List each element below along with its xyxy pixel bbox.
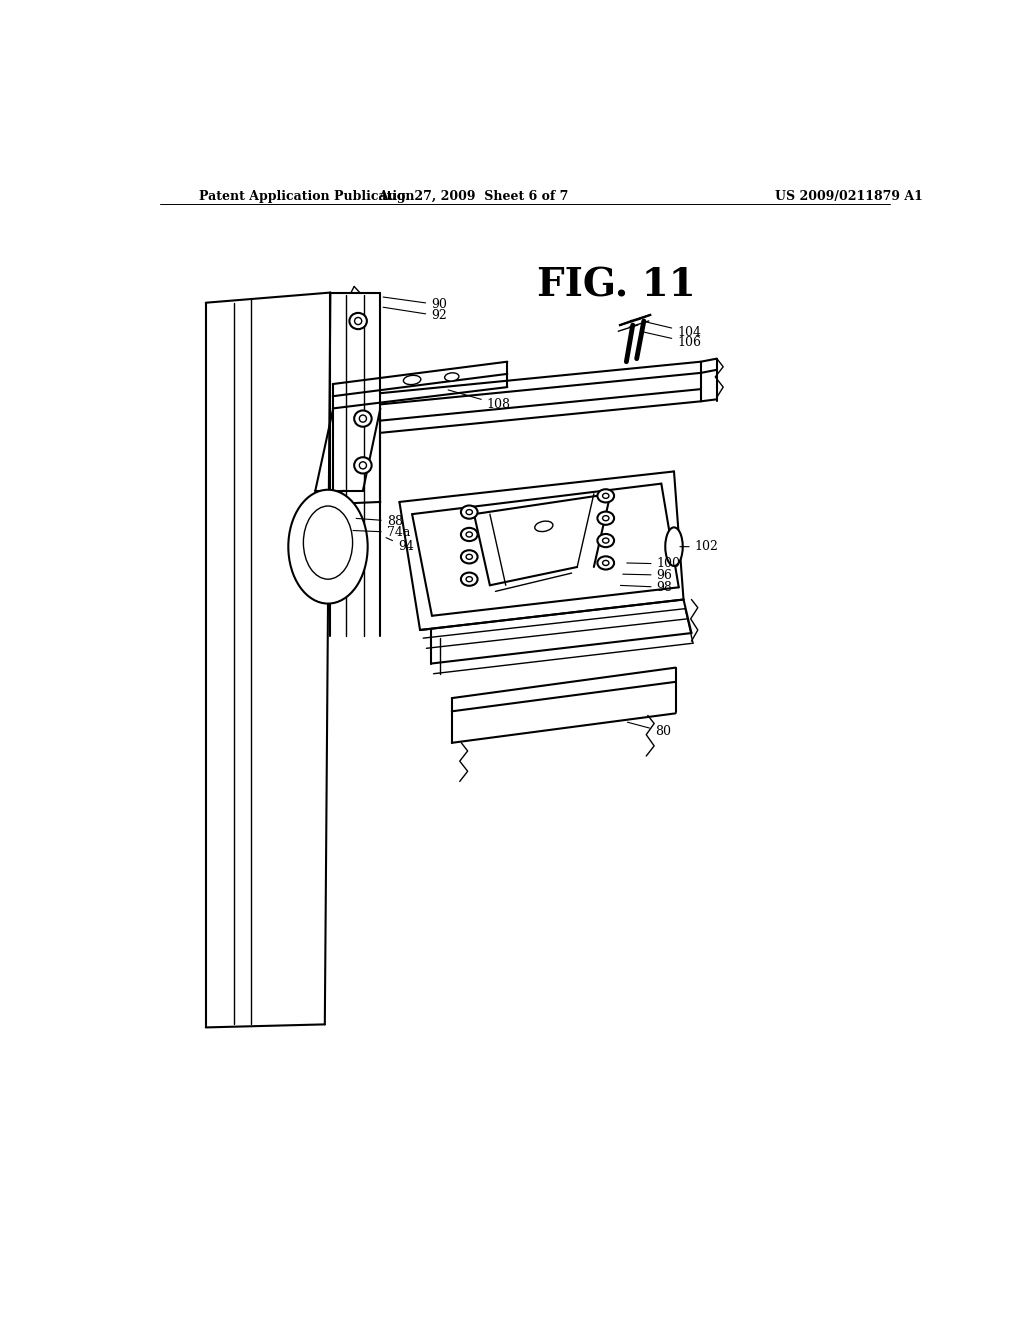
Ellipse shape (466, 554, 472, 560)
Ellipse shape (461, 550, 477, 564)
Ellipse shape (461, 506, 477, 519)
Ellipse shape (597, 556, 614, 569)
Text: 104: 104 (645, 322, 701, 339)
Ellipse shape (602, 516, 609, 521)
Ellipse shape (403, 375, 421, 384)
Ellipse shape (666, 528, 683, 566)
Ellipse shape (359, 414, 367, 422)
Ellipse shape (597, 512, 614, 525)
Text: 102: 102 (680, 540, 719, 553)
Text: Aug. 27, 2009  Sheet 6 of 7: Aug. 27, 2009 Sheet 6 of 7 (378, 190, 568, 202)
Text: 88: 88 (356, 515, 402, 528)
Ellipse shape (349, 313, 367, 329)
Ellipse shape (354, 457, 372, 474)
Ellipse shape (597, 490, 614, 503)
Ellipse shape (466, 577, 472, 582)
Ellipse shape (535, 521, 553, 532)
Ellipse shape (466, 532, 472, 537)
Ellipse shape (444, 372, 459, 381)
Ellipse shape (354, 318, 361, 325)
Text: 74a: 74a (353, 525, 410, 539)
Ellipse shape (602, 494, 609, 499)
Text: 92: 92 (383, 308, 446, 322)
Text: 98: 98 (621, 581, 673, 594)
Text: Patent Application Publication: Patent Application Publication (200, 190, 415, 202)
Ellipse shape (354, 411, 372, 426)
Text: 100: 100 (627, 557, 681, 570)
Text: US 2009/0211879 A1: US 2009/0211879 A1 (775, 190, 923, 202)
Text: 90: 90 (383, 297, 447, 312)
Text: FIG. 11: FIG. 11 (537, 267, 695, 305)
Text: 80: 80 (628, 722, 671, 738)
Ellipse shape (597, 535, 614, 548)
Ellipse shape (461, 528, 477, 541)
Ellipse shape (466, 510, 472, 515)
Text: 94: 94 (386, 537, 414, 553)
Text: 106: 106 (643, 331, 701, 348)
Ellipse shape (602, 539, 609, 543)
Text: 96: 96 (623, 569, 673, 582)
Ellipse shape (303, 506, 352, 579)
Ellipse shape (602, 561, 609, 565)
Ellipse shape (289, 490, 368, 603)
Ellipse shape (359, 462, 367, 469)
Text: 108: 108 (449, 389, 511, 411)
Ellipse shape (461, 573, 477, 586)
